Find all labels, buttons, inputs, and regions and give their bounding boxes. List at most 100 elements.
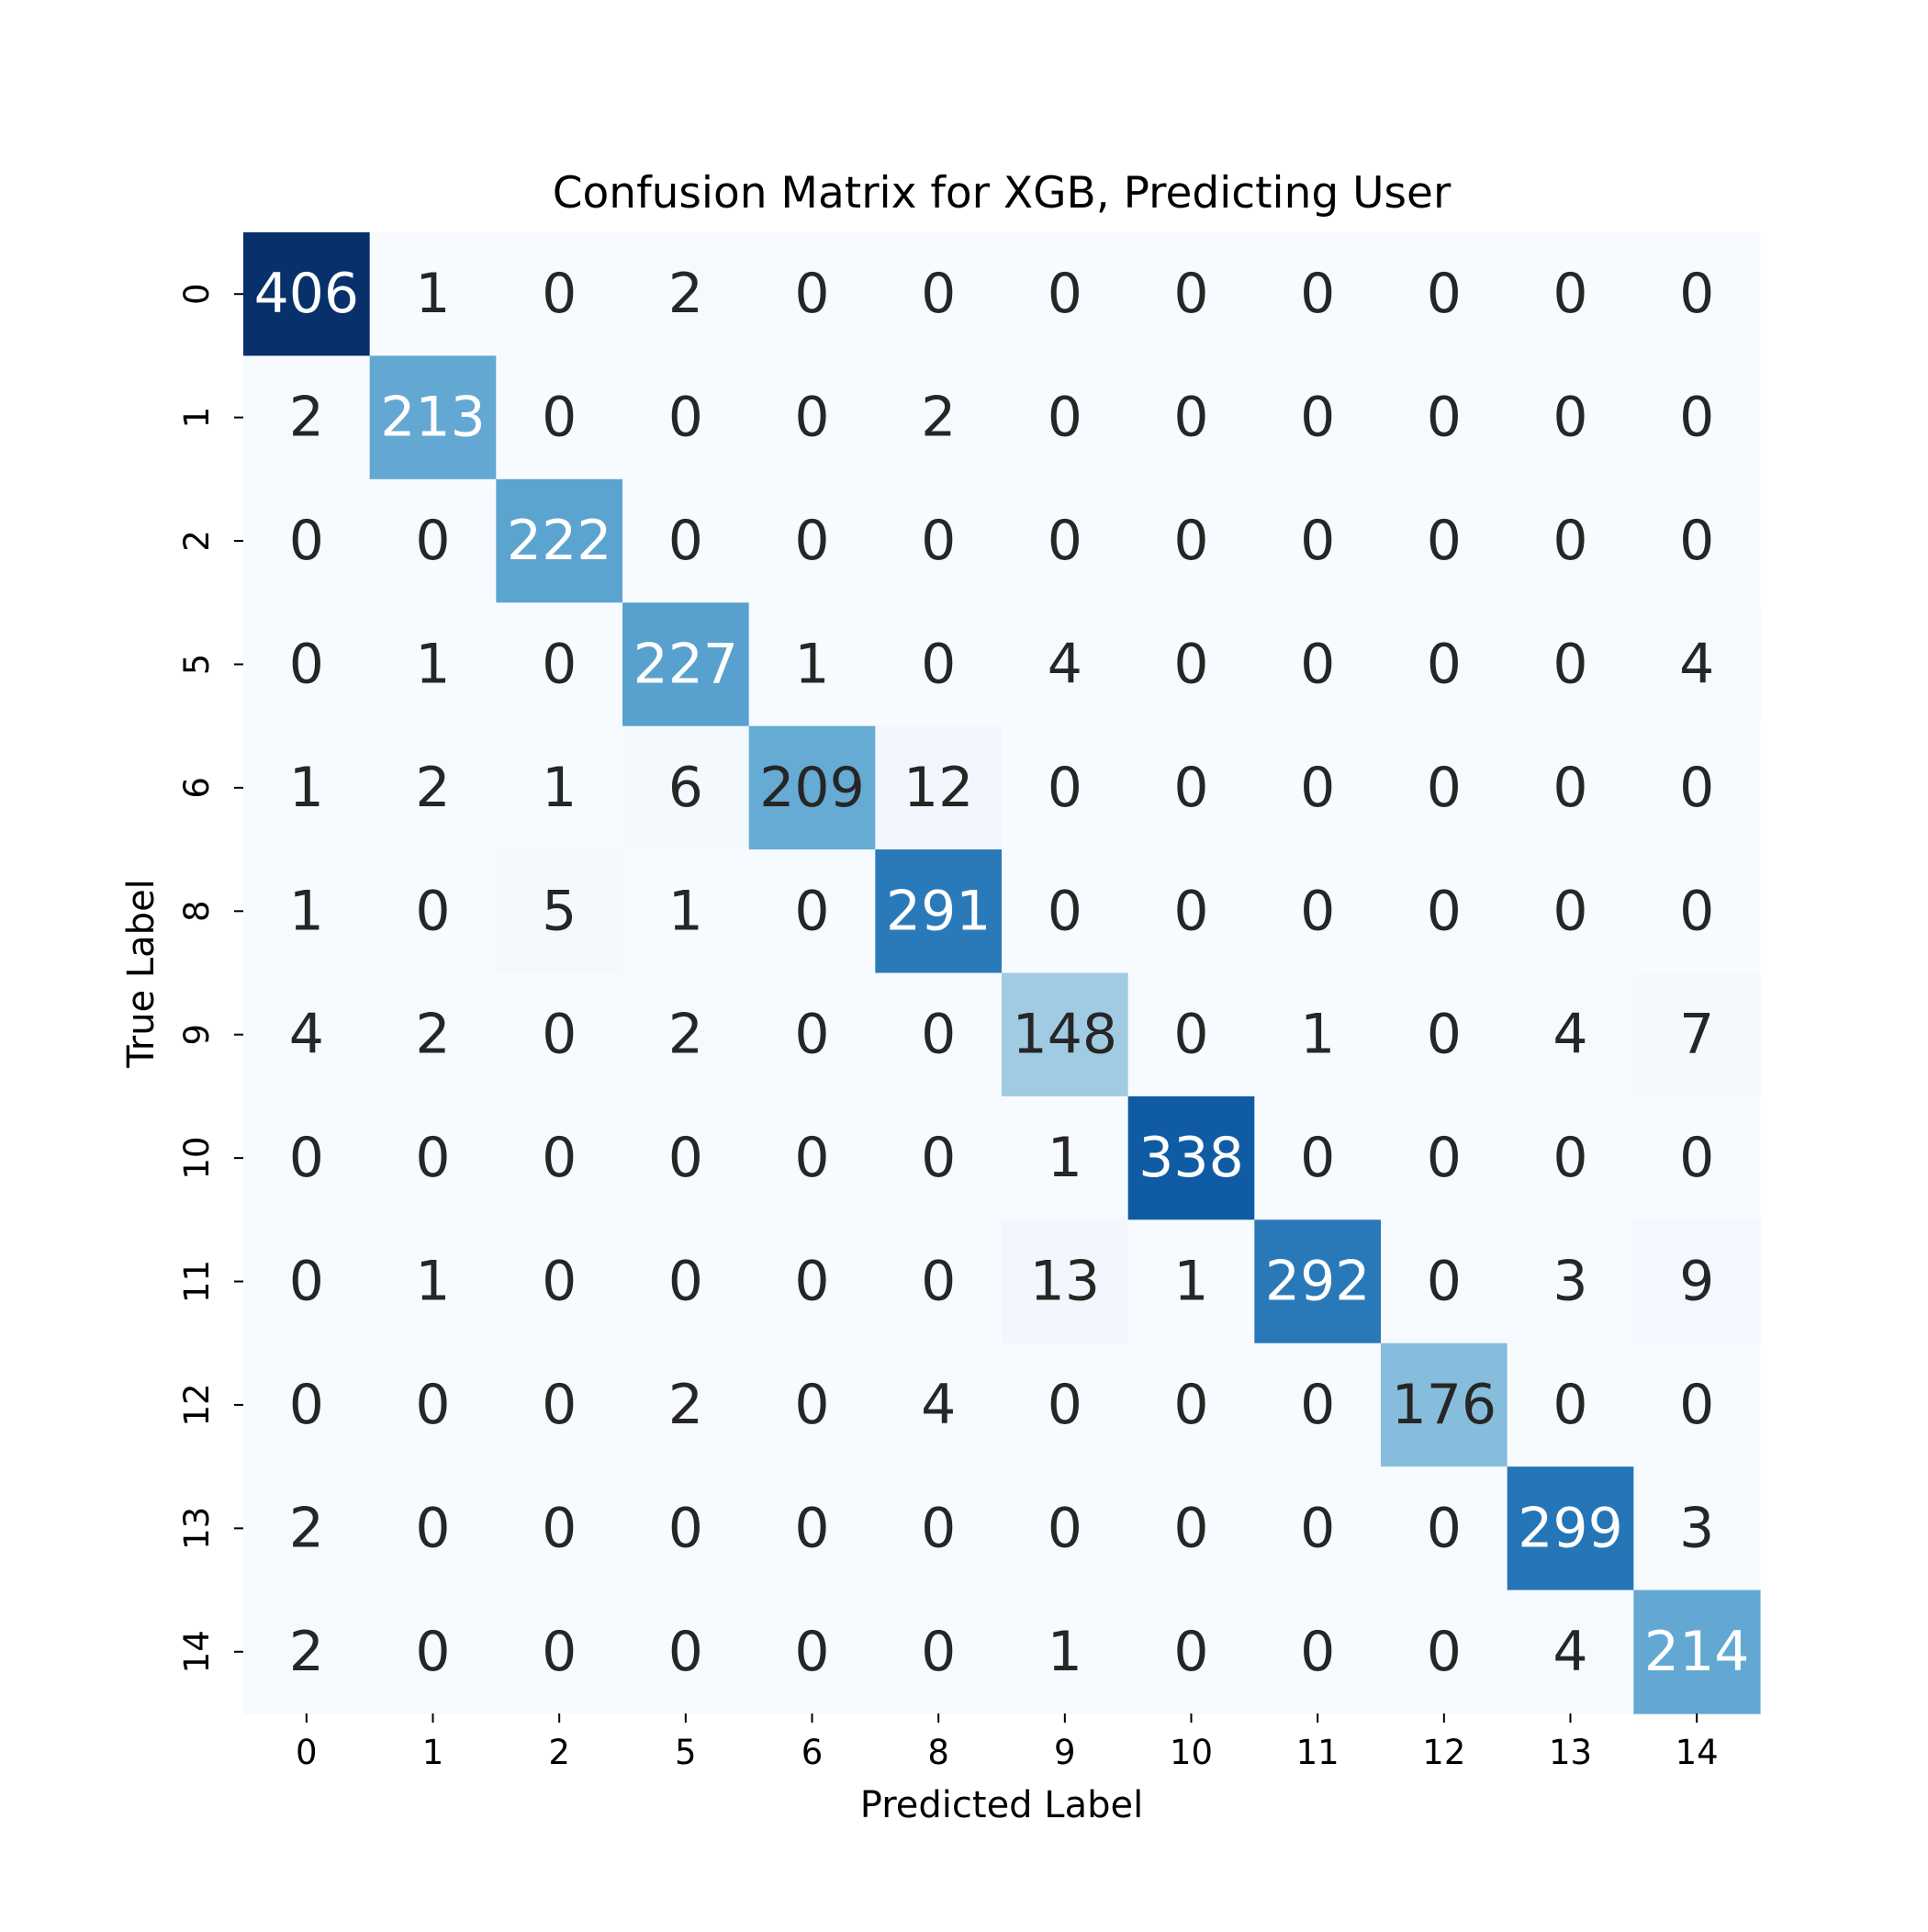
cell-value-label: 3: [1679, 1496, 1714, 1560]
cell-value-label: 0: [921, 1126, 956, 1190]
heatmap-cell: [622, 849, 750, 974]
cell-value-label: 0: [668, 1250, 703, 1314]
cell-value-label: 0: [1427, 879, 1462, 943]
y-tick-label: 9: [177, 1024, 217, 1046]
cell-value-label: 0: [1300, 1496, 1335, 1560]
cell-value-label: 0: [794, 1620, 829, 1684]
heatmap-cell: [875, 1589, 1003, 1714]
y-tick-label: 14: [177, 1630, 217, 1673]
heatmap-cell: [748, 725, 876, 850]
heatmap-cell: [1381, 1342, 1508, 1467]
cell-value-label: 0: [289, 1250, 324, 1314]
heatmap-cell: [1127, 725, 1255, 850]
heatmap-cell: [496, 478, 623, 603]
heatmap-cell: [1633, 1342, 1761, 1467]
heatmap-cell: [1127, 1219, 1255, 1344]
cell-value-label: 1: [415, 262, 450, 326]
cell-value-label: 0: [1427, 1250, 1462, 1314]
heatmap-cell: [875, 602, 1003, 727]
heatmap-cell: [369, 232, 497, 357]
cell-value-label: 0: [668, 1620, 703, 1684]
heatmap-cell: [1127, 1589, 1255, 1714]
cell-value-label: 0: [1552, 879, 1587, 943]
cell-value-label: 0: [794, 262, 829, 326]
y-tick-label: 1: [177, 407, 217, 429]
cell-value-label: 0: [1173, 1373, 1208, 1437]
cell-value-label: 0: [1427, 1003, 1462, 1067]
heatmap-cell: [1633, 972, 1761, 1097]
heatmap-cell: [875, 1219, 1003, 1344]
y-tick-label: 11: [177, 1260, 217, 1303]
heatmap-cell: [369, 725, 497, 850]
heatmap-cell: [1381, 355, 1508, 480]
heatmap-cell: [1381, 1095, 1508, 1220]
heatmap-cell: [622, 478, 750, 603]
cell-value-label: 1: [668, 879, 703, 943]
x-axis-ticks: 0 1 2 5 6 8 9 10 11 12 13 14: [296, 1713, 1719, 1772]
cell-value-label: 0: [1552, 1373, 1587, 1437]
heatmap-cell: [369, 1342, 497, 1467]
cell-value-label: 2: [415, 1003, 450, 1067]
cell-value-label: 1: [794, 632, 829, 696]
heatmap-cell: [1633, 602, 1761, 727]
heatmap-cell: [1254, 1589, 1382, 1714]
heatmap-cell: [243, 972, 371, 1097]
cell-value-label: 0: [289, 632, 324, 696]
heatmap-cell: [1127, 972, 1255, 1097]
cell-value-label: 9: [1679, 1250, 1714, 1314]
heatmap-cell: [622, 972, 750, 1097]
heatmap-cell: [748, 355, 876, 480]
cell-value-label: 4: [921, 1373, 956, 1437]
cell-value-label: 0: [1300, 386, 1335, 450]
cell-value-label: 2: [289, 1496, 324, 1560]
heatmap-cell: [243, 1342, 371, 1467]
cell-value-label: 0: [415, 509, 450, 573]
x-tick-label: 2: [548, 1733, 570, 1772]
cell-value-label: 2: [289, 386, 324, 450]
heatmap-cell: [748, 1342, 876, 1467]
cell-value-label: 1: [1173, 1250, 1208, 1314]
heatmap-cell: [1381, 1219, 1508, 1344]
cell-value-label: 0: [1048, 756, 1082, 820]
heatmap-cell: [496, 1466, 623, 1591]
cell-value-label: 1: [542, 756, 577, 820]
heatmap-cell: [622, 355, 750, 480]
heatmap-cell: [1127, 232, 1255, 357]
cell-value-label: 4: [1552, 1003, 1587, 1067]
cell-value-label: 0: [794, 1496, 829, 1560]
cell-value-label: 292: [1265, 1250, 1371, 1314]
heatmap-cell: [622, 1589, 750, 1714]
heatmap-cell: [1381, 232, 1508, 357]
heatmap-cell: [496, 725, 623, 850]
cell-value-label: 12: [903, 756, 973, 820]
cell-value-label: 209: [759, 756, 865, 820]
cell-value-label: 0: [794, 879, 829, 943]
x-tick-label: 5: [675, 1733, 697, 1772]
cell-value-label: 1: [415, 632, 450, 696]
cell-value-label: 13: [1030, 1250, 1100, 1314]
cell-value-label: 1: [1048, 1620, 1082, 1684]
heatmap-cell: [875, 972, 1003, 1097]
heatmap-cell: [1633, 1466, 1761, 1591]
cell-value-label: 0: [921, 1003, 956, 1067]
heatmap-cell: [1633, 1095, 1761, 1220]
cell-value-label: 0: [1300, 262, 1335, 326]
heatmap-cell: [1002, 602, 1129, 727]
cell-value-label: 0: [1427, 1126, 1462, 1190]
cell-value-label: 1: [289, 879, 324, 943]
heatmap-cell: [1507, 1095, 1634, 1220]
heatmap-cell: [748, 1219, 876, 1344]
y-tick-label: 10: [177, 1137, 217, 1180]
x-tick-label: 8: [927, 1733, 949, 1772]
x-tick-label: 10: [1170, 1733, 1213, 1772]
heatmap-cell: [1507, 232, 1634, 357]
heatmap-cell: [1633, 355, 1761, 480]
cell-value-label: 0: [415, 1620, 450, 1684]
heatmap-cell: [496, 1219, 623, 1344]
heatmap-cell: [243, 849, 371, 974]
cell-value-label: 4: [1048, 632, 1082, 696]
heatmap-cell: [1507, 478, 1634, 603]
heatmap-cell: [875, 725, 1003, 850]
heatmap-cell: [1381, 602, 1508, 727]
